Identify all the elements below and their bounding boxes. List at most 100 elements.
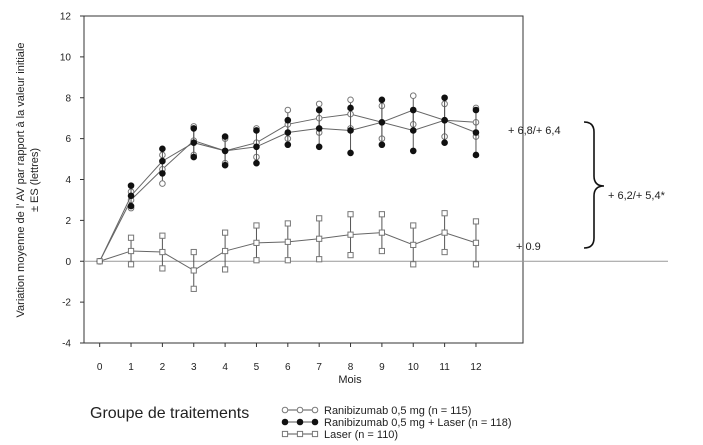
error-cap — [221, 161, 229, 169]
data-point — [96, 258, 103, 265]
x-tick-label: 6 — [285, 362, 291, 373]
error-cap — [347, 211, 354, 218]
data-point — [159, 157, 166, 165]
error-cap — [222, 229, 229, 236]
legend-marker — [296, 430, 304, 438]
legend-marker — [311, 406, 319, 414]
x-tick-label: 5 — [254, 362, 260, 373]
error-cap — [472, 106, 480, 114]
data-point — [378, 118, 386, 126]
data-point — [190, 267, 197, 274]
data-point — [410, 241, 417, 249]
legend-marker — [296, 418, 304, 426]
error-cap — [253, 222, 260, 229]
error-cap — [127, 234, 135, 241]
error-cap — [315, 143, 323, 151]
error-cap — [347, 96, 354, 104]
x-tick-label: 8 — [348, 362, 354, 373]
error-cap — [441, 248, 448, 256]
legend-marker — [311, 418, 319, 426]
data-point — [159, 248, 166, 256]
error-cap — [190, 125, 198, 132]
x-axis-label: Mois — [338, 374, 362, 386]
error-cap — [159, 170, 166, 177]
error-cap — [316, 256, 323, 263]
error-cap — [127, 202, 135, 210]
error-cap — [253, 257, 260, 264]
data-point — [315, 125, 323, 132]
plot-frame — [83, 15, 524, 344]
error-cap — [409, 106, 417, 114]
error-cap — [190, 285, 197, 292]
error-cap — [378, 96, 386, 104]
error-cap — [253, 159, 260, 167]
legend-title: Groupe de traitements — [90, 405, 249, 422]
data-point — [222, 247, 229, 255]
series-2 — [96, 210, 480, 292]
error-cap — [378, 141, 386, 149]
legend-marker — [281, 418, 289, 426]
error-cap — [347, 104, 354, 112]
error-cap — [409, 147, 417, 155]
difference-label: + 6,2/+ 5,4* — [608, 190, 666, 202]
error-cap — [409, 92, 417, 100]
y-tick-label: 10 — [60, 52, 72, 63]
error-cap — [472, 261, 480, 268]
legend-marker — [281, 430, 289, 438]
data-point — [378, 229, 385, 236]
x-tick-label: 9 — [379, 362, 385, 373]
error-cap — [315, 106, 323, 114]
x-tick-label: 2 — [160, 362, 166, 373]
y-tick-label: 6 — [65, 134, 71, 145]
legend-entry: Ranibizumab 0,5 mg + Laser (n = 118) — [281, 417, 512, 429]
laser-change-label: + 0.9 — [516, 241, 541, 253]
error-cap — [378, 211, 385, 218]
legend-marker — [281, 406, 289, 414]
x-tick-label: 10 — [408, 362, 420, 373]
data-point — [127, 247, 135, 255]
data-point — [127, 192, 135, 200]
x-tick-label: 3 — [191, 362, 197, 373]
error-cap — [284, 257, 291, 264]
error-cap — [190, 153, 198, 161]
error-cap — [253, 127, 260, 134]
error-cap — [410, 261, 417, 268]
y-tick-label: -2 — [62, 298, 71, 309]
data-point — [472, 129, 480, 136]
data-point — [472, 239, 480, 246]
legend-marker — [311, 430, 319, 438]
error-cap — [347, 252, 354, 259]
y-tick-label: 12 — [60, 12, 72, 23]
y-tick-label: 8 — [65, 93, 71, 104]
legend-entry: Laser (n = 110) — [281, 429, 398, 441]
legend: Groupe de traitements Ranibizumab 0,5 mg… — [90, 405, 512, 441]
legend-label: Laser (n = 110) — [324, 429, 398, 441]
legend-marker — [296, 406, 304, 414]
error-cap — [410, 222, 417, 229]
data-point — [253, 143, 260, 151]
error-cap — [315, 100, 323, 108]
data-point — [409, 127, 417, 134]
legend-label: Ranibizumab 0,5 mg + Laser (n = 118) — [324, 417, 512, 429]
error-cap — [347, 149, 354, 157]
data-point — [253, 239, 260, 246]
error-cap — [441, 210, 448, 217]
data-point — [284, 238, 291, 245]
error-cap — [441, 94, 448, 102]
x-tick-label: 0 — [97, 362, 103, 373]
ranibizumab-change-label: + 6,8/+ 6,4 — [508, 125, 561, 137]
error-cap — [284, 141, 292, 149]
y-axis-label-line1: Variation moyenne de l’ AV par rapport à… — [15, 43, 27, 318]
error-cap — [159, 145, 166, 153]
error-cap — [159, 232, 166, 239]
difference-brace — [583, 121, 605, 249]
x-tick-label: 7 — [316, 362, 322, 373]
data-point — [347, 231, 354, 238]
error-cap — [190, 248, 197, 256]
data-point — [316, 235, 323, 242]
x-tick-label: 1 — [128, 362, 134, 373]
error-cap — [159, 180, 166, 187]
data-point — [221, 147, 229, 155]
